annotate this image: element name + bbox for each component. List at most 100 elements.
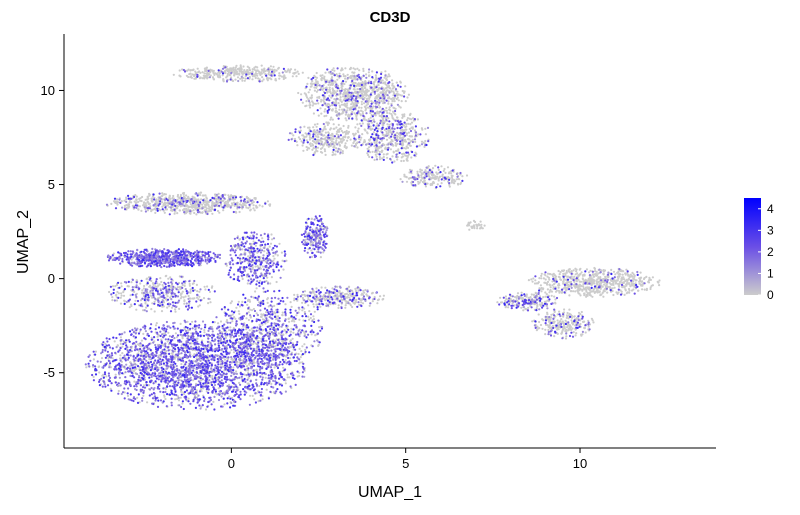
cell-point [198,304,201,307]
cell-point [226,201,230,204]
cell-point [146,196,149,199]
cell-point [381,149,384,152]
cell-point [185,74,188,77]
cell-point [267,72,270,76]
cell-point [375,155,378,158]
cell-point [579,287,582,290]
cell-point [419,170,422,173]
cell-point [238,72,241,75]
cell-point [340,298,344,301]
cell-point [384,147,387,150]
cell-point [392,97,395,100]
cell-point [255,69,258,72]
cell-point [274,345,277,348]
cell-point [195,213,198,216]
cell-point [341,85,344,88]
cell-point [148,285,151,288]
cell-point [397,99,400,102]
cell-point [199,193,202,197]
cell-point [138,205,141,208]
cell-point [592,288,595,291]
cell-point [125,196,128,199]
cell-point [266,252,269,255]
cell-point [228,329,231,332]
cell-point [275,318,278,321]
cell-point [598,290,601,293]
cell-point [344,67,347,70]
cell-point [344,132,347,136]
cell-point [226,200,230,203]
cell-point [368,139,371,142]
cell-point [328,88,331,91]
cell-point [419,179,423,182]
cell-point [534,291,537,295]
cell-point [339,138,342,141]
cell-point [552,287,555,290]
cell-point [234,66,237,69]
cell-point [320,79,323,82]
cell-point [261,80,264,83]
cell-point [234,68,237,72]
cell-point [310,255,314,258]
cell-point [620,290,623,293]
cell-point [147,384,151,387]
cell-point [128,306,131,309]
cell-point [273,257,276,260]
cell-point [637,289,640,292]
cell-point [567,281,571,284]
cell-point [146,208,149,212]
cell-point [222,79,225,82]
cell-point [377,83,380,87]
cell-point [196,67,199,70]
cell-point [378,150,381,153]
cell-point [403,91,406,94]
cell-point [377,298,380,301]
cell-point [278,72,281,75]
cell-point [574,290,577,293]
cell-point [111,299,114,302]
cell-point [232,201,236,204]
cell-point [217,387,220,390]
cell-point [368,146,371,149]
cell-point [173,212,176,215]
cell-point [232,351,236,354]
cell-point [532,293,536,296]
cell-point [304,93,308,96]
cell-point [282,77,285,81]
cell-point [120,294,123,297]
cell-point [546,288,550,291]
cell-point [235,306,238,309]
cell-point [234,210,237,213]
cell-point [137,343,140,346]
cell-point [212,400,215,403]
cell-point [143,284,146,288]
cell-point [309,144,312,148]
cell-point [162,204,165,207]
cell-point [142,332,145,335]
cell-point [382,153,385,156]
cell-point [224,336,228,339]
cell-point [360,136,363,139]
cell-point [310,333,313,336]
cell-point [140,199,143,203]
cell-point [203,201,206,204]
cell-point [187,68,190,71]
cell-point [540,274,543,277]
cell-point [552,275,555,278]
cell-point [381,298,384,301]
cell-point [402,147,406,150]
cell-point [538,320,541,324]
cell-point [597,276,600,279]
cell-point [550,316,553,319]
cell-point [243,79,246,82]
cell-point [299,129,302,132]
cell-point [224,202,227,205]
cell-point [386,152,389,155]
cell-point [232,358,235,362]
cell-point [183,302,186,305]
cell-point [196,337,199,340]
cell-point [166,201,169,205]
cell-point [177,399,181,402]
cell-point [295,75,298,78]
